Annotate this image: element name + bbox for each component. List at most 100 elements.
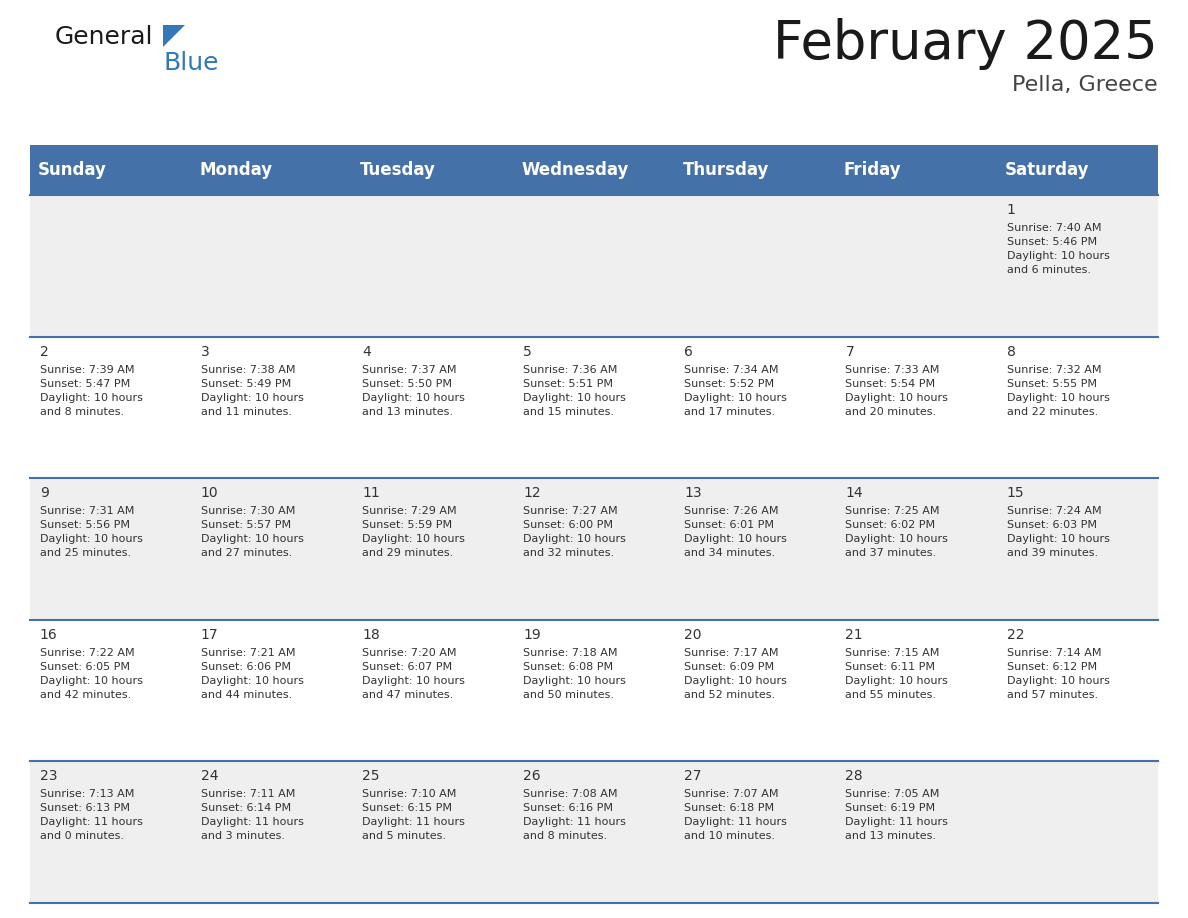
Text: 17: 17 bbox=[201, 628, 219, 642]
Text: Sunset: 5:55 PM: Sunset: 5:55 PM bbox=[1006, 378, 1097, 388]
Text: Sunset: 6:01 PM: Sunset: 6:01 PM bbox=[684, 521, 775, 531]
Text: 9: 9 bbox=[39, 487, 49, 500]
Text: and 34 minutes.: and 34 minutes. bbox=[684, 548, 776, 558]
Text: 16: 16 bbox=[39, 628, 57, 642]
Text: and 27 minutes.: and 27 minutes. bbox=[201, 548, 292, 558]
Text: Blue: Blue bbox=[163, 51, 219, 75]
Text: Sunset: 6:09 PM: Sunset: 6:09 PM bbox=[684, 662, 775, 672]
Text: Sunset: 6:18 PM: Sunset: 6:18 PM bbox=[684, 803, 775, 813]
Text: Sunrise: 7:25 AM: Sunrise: 7:25 AM bbox=[846, 506, 940, 516]
Text: Daylight: 11 hours: Daylight: 11 hours bbox=[846, 817, 948, 827]
Bar bbox=[997, 145, 1158, 195]
Text: and 42 minutes.: and 42 minutes. bbox=[39, 689, 131, 700]
Bar bbox=[30, 195, 1158, 337]
Text: Sunset: 6:13 PM: Sunset: 6:13 PM bbox=[39, 803, 129, 813]
Text: and 10 minutes.: and 10 minutes. bbox=[684, 832, 776, 842]
Text: Sunrise: 7:18 AM: Sunrise: 7:18 AM bbox=[523, 648, 618, 658]
Text: and 44 minutes.: and 44 minutes. bbox=[201, 689, 292, 700]
Text: and 50 minutes.: and 50 minutes. bbox=[523, 689, 614, 700]
Text: and 0 minutes.: and 0 minutes. bbox=[39, 832, 124, 842]
Text: Sunrise: 7:10 AM: Sunrise: 7:10 AM bbox=[362, 789, 456, 800]
Text: Sunday: Sunday bbox=[38, 161, 107, 179]
Bar bbox=[30, 620, 1158, 761]
Text: Daylight: 10 hours: Daylight: 10 hours bbox=[39, 534, 143, 544]
Text: February 2025: February 2025 bbox=[773, 18, 1158, 70]
Text: Sunrise: 7:07 AM: Sunrise: 7:07 AM bbox=[684, 789, 779, 800]
Text: Daylight: 10 hours: Daylight: 10 hours bbox=[1006, 534, 1110, 544]
Text: 27: 27 bbox=[684, 769, 702, 783]
Text: and 8 minutes.: and 8 minutes. bbox=[523, 832, 607, 842]
Bar bbox=[835, 145, 997, 195]
Text: Sunrise: 7:31 AM: Sunrise: 7:31 AM bbox=[39, 506, 134, 516]
Bar bbox=[30, 478, 1158, 620]
Text: Daylight: 10 hours: Daylight: 10 hours bbox=[362, 393, 465, 403]
Text: 18: 18 bbox=[362, 628, 380, 642]
Text: Daylight: 11 hours: Daylight: 11 hours bbox=[39, 817, 143, 827]
Text: and 29 minutes.: and 29 minutes. bbox=[362, 548, 453, 558]
Text: Sunset: 5:49 PM: Sunset: 5:49 PM bbox=[201, 378, 291, 388]
Text: Sunrise: 7:13 AM: Sunrise: 7:13 AM bbox=[39, 789, 134, 800]
Text: and 39 minutes.: and 39 minutes. bbox=[1006, 548, 1098, 558]
Text: Thursday: Thursday bbox=[683, 161, 769, 179]
Text: Sunrise: 7:39 AM: Sunrise: 7:39 AM bbox=[39, 364, 134, 375]
Bar bbox=[30, 761, 1158, 903]
Text: Daylight: 10 hours: Daylight: 10 hours bbox=[362, 534, 465, 544]
Text: and 32 minutes.: and 32 minutes. bbox=[523, 548, 614, 558]
Text: Daylight: 10 hours: Daylight: 10 hours bbox=[201, 534, 304, 544]
Text: 24: 24 bbox=[201, 769, 219, 783]
Text: Daylight: 10 hours: Daylight: 10 hours bbox=[846, 393, 948, 403]
Text: Saturday: Saturday bbox=[1005, 161, 1089, 179]
Text: 28: 28 bbox=[846, 769, 862, 783]
Text: Sunset: 6:00 PM: Sunset: 6:00 PM bbox=[523, 521, 613, 531]
Text: Sunrise: 7:30 AM: Sunrise: 7:30 AM bbox=[201, 506, 295, 516]
Text: Sunrise: 7:26 AM: Sunrise: 7:26 AM bbox=[684, 506, 779, 516]
Text: Sunrise: 7:24 AM: Sunrise: 7:24 AM bbox=[1006, 506, 1101, 516]
Text: Sunset: 6:08 PM: Sunset: 6:08 PM bbox=[523, 662, 613, 672]
Text: and 52 minutes.: and 52 minutes. bbox=[684, 689, 776, 700]
Text: 26: 26 bbox=[523, 769, 541, 783]
Text: and 3 minutes.: and 3 minutes. bbox=[201, 832, 285, 842]
Bar bbox=[30, 337, 1158, 478]
Text: 3: 3 bbox=[201, 344, 209, 359]
Text: and 47 minutes.: and 47 minutes. bbox=[362, 689, 453, 700]
Text: Monday: Monday bbox=[200, 161, 272, 179]
Text: Daylight: 10 hours: Daylight: 10 hours bbox=[1006, 251, 1110, 261]
Text: Sunrise: 7:36 AM: Sunrise: 7:36 AM bbox=[523, 364, 618, 375]
Text: Friday: Friday bbox=[843, 161, 902, 179]
Bar bbox=[675, 145, 835, 195]
Text: General: General bbox=[55, 25, 153, 49]
Text: Sunset: 6:07 PM: Sunset: 6:07 PM bbox=[362, 662, 453, 672]
Bar bbox=[353, 145, 513, 195]
Text: Sunset: 5:50 PM: Sunset: 5:50 PM bbox=[362, 378, 451, 388]
Text: 15: 15 bbox=[1006, 487, 1024, 500]
Text: Sunrise: 7:15 AM: Sunrise: 7:15 AM bbox=[846, 648, 940, 658]
Text: and 15 minutes.: and 15 minutes. bbox=[523, 407, 614, 417]
Text: Sunset: 6:12 PM: Sunset: 6:12 PM bbox=[1006, 662, 1097, 672]
Text: Sunset: 6:19 PM: Sunset: 6:19 PM bbox=[846, 803, 935, 813]
Text: 11: 11 bbox=[362, 487, 380, 500]
Text: Sunrise: 7:38 AM: Sunrise: 7:38 AM bbox=[201, 364, 296, 375]
Text: Daylight: 10 hours: Daylight: 10 hours bbox=[523, 393, 626, 403]
Text: Sunrise: 7:40 AM: Sunrise: 7:40 AM bbox=[1006, 223, 1101, 233]
Text: 21: 21 bbox=[846, 628, 862, 642]
Text: Sunrise: 7:22 AM: Sunrise: 7:22 AM bbox=[39, 648, 134, 658]
Text: Daylight: 10 hours: Daylight: 10 hours bbox=[684, 676, 788, 686]
Bar bbox=[30, 145, 191, 195]
Text: and 20 minutes.: and 20 minutes. bbox=[846, 407, 936, 417]
Text: Sunrise: 7:37 AM: Sunrise: 7:37 AM bbox=[362, 364, 456, 375]
Text: Sunrise: 7:20 AM: Sunrise: 7:20 AM bbox=[362, 648, 456, 658]
Text: Sunrise: 7:34 AM: Sunrise: 7:34 AM bbox=[684, 364, 779, 375]
Text: Daylight: 10 hours: Daylight: 10 hours bbox=[846, 676, 948, 686]
Text: Daylight: 10 hours: Daylight: 10 hours bbox=[523, 676, 626, 686]
Bar bbox=[513, 145, 675, 195]
Text: 22: 22 bbox=[1006, 628, 1024, 642]
Text: Daylight: 11 hours: Daylight: 11 hours bbox=[201, 817, 304, 827]
Text: 1: 1 bbox=[1006, 203, 1016, 217]
Text: 5: 5 bbox=[523, 344, 532, 359]
Text: and 22 minutes.: and 22 minutes. bbox=[1006, 407, 1098, 417]
Text: Sunset: 6:06 PM: Sunset: 6:06 PM bbox=[201, 662, 291, 672]
Text: Sunset: 6:15 PM: Sunset: 6:15 PM bbox=[362, 803, 451, 813]
Text: Sunrise: 7:21 AM: Sunrise: 7:21 AM bbox=[201, 648, 296, 658]
Text: Sunset: 5:47 PM: Sunset: 5:47 PM bbox=[39, 378, 129, 388]
Text: 14: 14 bbox=[846, 487, 862, 500]
